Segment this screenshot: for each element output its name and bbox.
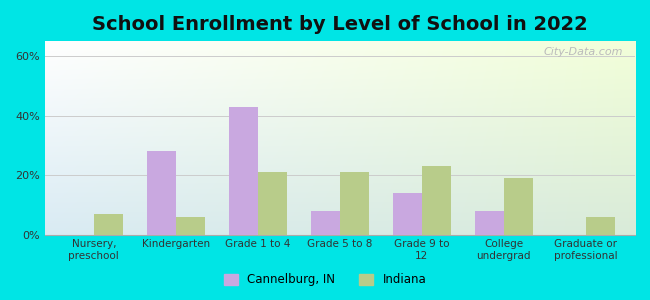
Bar xyxy=(422,166,450,235)
Bar xyxy=(586,217,614,235)
Bar xyxy=(475,211,504,235)
Bar xyxy=(147,151,176,235)
Bar xyxy=(94,214,122,235)
Text: City-Data.com: City-Data.com xyxy=(543,47,623,57)
Bar xyxy=(504,178,532,235)
Legend: Cannelburg, IN, Indiana: Cannelburg, IN, Indiana xyxy=(219,269,431,291)
Bar xyxy=(311,211,340,235)
Bar xyxy=(258,172,287,235)
Title: School Enrollment by Level of School in 2022: School Enrollment by Level of School in … xyxy=(92,15,588,34)
Bar xyxy=(229,106,258,235)
Bar xyxy=(393,193,422,235)
Bar xyxy=(340,172,369,235)
Bar xyxy=(176,217,205,235)
